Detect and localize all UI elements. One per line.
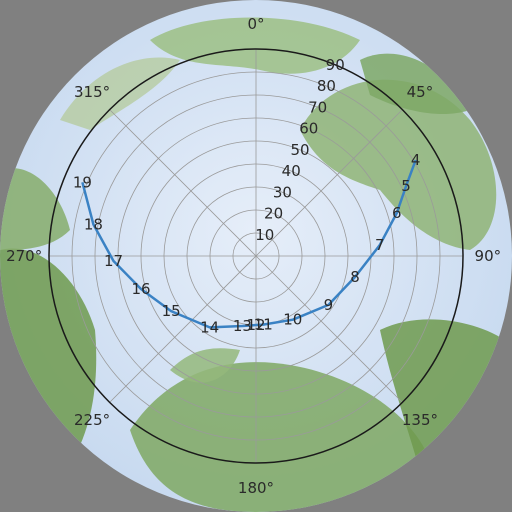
altitude-tick-label: 10 [255,226,274,244]
altitude-tick-label: 30 [273,183,292,201]
hour-label-13: 13 [233,317,252,335]
azimuth-tick-label: 0° [247,15,264,33]
altitude-tick-label: 80 [317,77,336,95]
hour-label-15: 15 [162,302,181,320]
hour-label-5: 5 [401,177,411,195]
hour-label-14: 14 [200,318,219,336]
hour-label-16: 16 [131,280,150,298]
hour-label-6: 6 [392,204,402,222]
altitude-tick-label: 60 [299,120,318,138]
azimuth-tick-label: 180° [238,479,274,497]
sun-path-line [81,159,417,329]
hour-label-7: 7 [375,236,385,254]
azimuth-tick-label: 270° [6,247,42,265]
hour-label-8: 8 [350,268,360,286]
azimuth-tick-label: 225° [74,411,110,429]
altitude-tick-label: 40 [282,162,301,180]
hour-label-18: 18 [84,215,103,233]
hour-label-11: 11 [254,316,273,334]
hour-label-19: 19 [73,173,92,191]
azimuth-labels: 0° 45° 90° 135° 180° 225° 270° 315° [6,15,501,497]
hour-label-12: 12 [246,316,265,334]
azimuth-spoke [255,255,403,403]
hour-label-9: 9 [324,296,334,314]
hour-label-10: 10 [283,311,302,329]
horizon-ring [48,48,464,464]
altitude-tick-label: 20 [264,205,283,223]
altitude-labels: 10 20 30 40 50 60 70 80 90 [255,56,345,244]
altitude-tick-label: 90 [326,56,345,74]
azimuth-tick-label: 45° [407,83,434,101]
azimuth-tick-label: 135° [402,411,438,429]
altitude-tick-label: 70 [308,98,327,116]
altitude-tick-label: 50 [290,141,309,159]
azimuth-tick-label: 90° [475,247,502,265]
azimuth-spoke [109,109,257,257]
azimuth-tick-label: 315° [74,83,110,101]
hour-label-17: 17 [104,252,123,270]
azimuth-spoke [109,255,257,403]
hour-label-4: 4 [411,151,421,169]
azimuth-spoke [255,109,403,257]
